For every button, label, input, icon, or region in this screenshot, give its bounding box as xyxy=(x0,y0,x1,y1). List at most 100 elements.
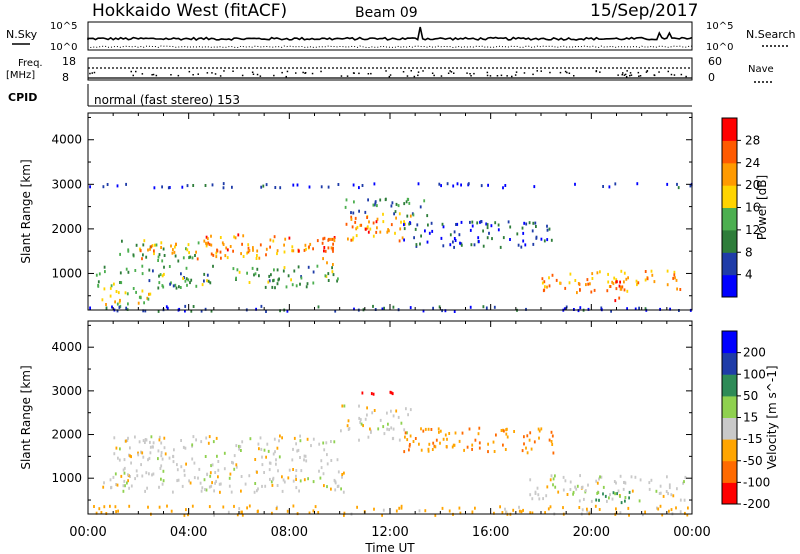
echo-cell xyxy=(146,486,148,490)
echo-cell xyxy=(469,228,472,232)
echo-cell xyxy=(569,488,572,491)
freq-dot xyxy=(281,71,283,74)
echo-cell xyxy=(271,511,273,515)
echo-cell xyxy=(331,266,333,270)
echo-cell xyxy=(619,511,622,515)
echo-cell xyxy=(132,287,135,290)
freq-traces xyxy=(88,67,692,79)
echo-cell xyxy=(222,186,225,190)
echo-cell xyxy=(358,186,360,190)
echo-cell xyxy=(597,491,600,495)
echo-cell xyxy=(452,184,455,188)
echo-cell xyxy=(569,272,572,276)
echo-cell xyxy=(254,482,257,485)
echo-cell xyxy=(118,300,121,304)
echo-cell xyxy=(295,284,298,288)
echo-cell xyxy=(579,288,581,292)
echo-cell xyxy=(124,291,127,295)
echo-cell xyxy=(427,427,430,431)
echo-cell xyxy=(323,484,325,488)
echo-cell xyxy=(238,447,240,451)
echo-cell xyxy=(223,467,226,471)
echo-cell xyxy=(292,479,295,483)
echo-cell xyxy=(615,278,618,282)
echo-cell xyxy=(312,281,315,285)
echo-cell xyxy=(538,429,541,433)
echo-cell xyxy=(248,281,251,284)
echo-cell xyxy=(372,234,375,238)
echo-cell xyxy=(164,452,167,456)
echo-cell xyxy=(557,490,560,494)
echo-cell xyxy=(161,274,164,278)
echo-cell xyxy=(585,283,587,287)
echo-cell xyxy=(456,182,459,186)
echo-cell xyxy=(193,476,196,480)
echo-cell xyxy=(157,457,159,461)
echo-cell xyxy=(189,281,191,285)
echo-cell xyxy=(295,474,297,478)
echo-cell xyxy=(284,237,287,241)
echo-cell xyxy=(283,266,286,270)
echo-cell xyxy=(160,246,162,249)
echo-cell xyxy=(345,222,348,226)
echo-cell xyxy=(318,442,321,446)
echo-cell xyxy=(480,184,483,188)
echo-cell xyxy=(576,291,578,295)
echo-cell xyxy=(440,184,442,188)
echo-cell xyxy=(273,268,275,272)
echo-cell xyxy=(392,427,395,431)
echo-cell xyxy=(364,417,367,421)
echo-cell xyxy=(120,474,123,478)
echo-cell xyxy=(261,484,263,488)
freq-dot xyxy=(638,75,640,77)
echo-cell xyxy=(439,441,441,445)
echo-cell xyxy=(562,475,565,479)
echo-cell xyxy=(437,427,440,431)
echo-cell xyxy=(207,279,210,283)
echo-cell xyxy=(316,239,319,243)
date-label: 15/Sep/2017 xyxy=(590,1,698,21)
echo-cell xyxy=(390,223,393,227)
panel-frame xyxy=(87,320,693,515)
echo-cell xyxy=(619,494,621,498)
echo-cell xyxy=(673,270,676,274)
echo-cell xyxy=(300,469,303,473)
echo-cell xyxy=(648,487,651,491)
freq-dot xyxy=(622,72,624,74)
echo-cell xyxy=(403,202,406,206)
echo-cell xyxy=(145,255,148,259)
echo-cell xyxy=(165,305,168,309)
echo-cell xyxy=(295,486,298,490)
echo-cell xyxy=(686,513,689,517)
nave-label: Nave xyxy=(748,64,774,75)
echo-cell xyxy=(634,307,637,311)
echo-cell xyxy=(456,222,459,226)
echo-cell xyxy=(283,480,286,484)
echo-cell xyxy=(125,267,128,271)
echo-cell xyxy=(147,297,150,301)
echo-cell xyxy=(137,451,139,455)
echo-cell xyxy=(109,478,112,482)
echo-cell xyxy=(596,481,599,485)
echo-cell xyxy=(267,449,270,453)
freq-dot xyxy=(523,72,526,74)
echo-cell xyxy=(487,450,489,454)
echo-cell xyxy=(668,509,670,513)
echo-cell xyxy=(128,504,131,508)
echo-cell xyxy=(160,454,163,458)
echo-cell xyxy=(142,309,145,313)
echo-cell xyxy=(600,306,603,310)
echo-cell xyxy=(144,441,146,444)
velocity-colorbar-swatch xyxy=(722,439,737,462)
echo-cell xyxy=(102,485,105,489)
echo-cell xyxy=(395,509,398,513)
echo-cell xyxy=(354,216,357,220)
echo-cell xyxy=(395,409,398,413)
noise-traces xyxy=(87,26,693,49)
echo-cell xyxy=(537,493,540,497)
echo-cell xyxy=(247,250,250,254)
echo-cell xyxy=(366,413,368,417)
echo-cell xyxy=(276,282,279,286)
echo-cell xyxy=(208,485,211,489)
echo-cell xyxy=(214,471,217,474)
